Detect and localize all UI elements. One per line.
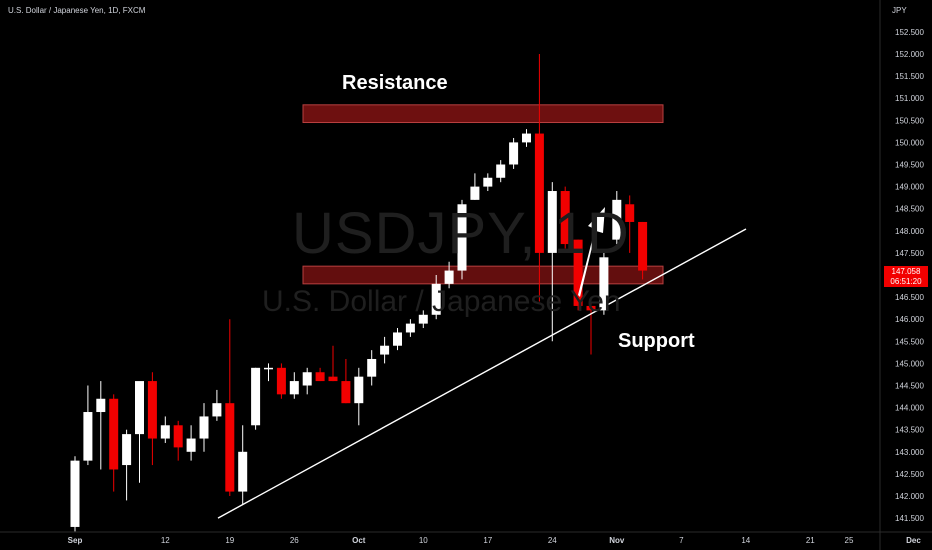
candle-body bbox=[509, 142, 519, 165]
candle-body bbox=[573, 239, 583, 306]
price-tick-label: 145.500 bbox=[895, 337, 924, 346]
time-tick-label: 12 bbox=[161, 536, 170, 545]
candle-body bbox=[405, 323, 415, 333]
candle-body bbox=[444, 270, 454, 284]
bar-countdown: 06:51:20 bbox=[890, 277, 922, 286]
candle-body bbox=[496, 164, 506, 178]
support-trendline bbox=[217, 228, 747, 519]
candle-body bbox=[483, 177, 493, 187]
candle-body bbox=[534, 133, 544, 253]
candle-body bbox=[109, 398, 119, 470]
candle-body bbox=[122, 434, 132, 466]
candle-body bbox=[599, 257, 609, 311]
candle-body bbox=[135, 381, 144, 435]
price-tick-label: 141.500 bbox=[895, 514, 924, 523]
time-tick-label: Dec bbox=[906, 536, 921, 545]
candle-body bbox=[186, 438, 196, 452]
time-tick-label: 19 bbox=[225, 536, 234, 545]
candle-body bbox=[470, 186, 480, 200]
time-tick-label: 26 bbox=[290, 536, 299, 545]
time-tick-label: 25 bbox=[845, 536, 854, 545]
time-tick-label: 10 bbox=[419, 536, 428, 545]
candle-body bbox=[302, 372, 312, 386]
currency-unit: JPY bbox=[892, 6, 907, 15]
price-tick-label: 151.000 bbox=[895, 94, 924, 103]
candle-body bbox=[354, 376, 364, 404]
time-tick-label: 14 bbox=[741, 536, 750, 545]
candle-body bbox=[238, 451, 248, 492]
candle-body bbox=[212, 403, 222, 417]
price-tick-label: 144.000 bbox=[895, 404, 924, 413]
candle-body bbox=[251, 367, 261, 426]
price-tick-label: 142.000 bbox=[895, 492, 924, 501]
time-tick-label: Oct bbox=[352, 536, 366, 545]
candle-body bbox=[522, 133, 531, 143]
price-tick-label: 152.500 bbox=[895, 28, 924, 37]
time-tick-label: 17 bbox=[483, 536, 492, 545]
price-tick-label: 152.000 bbox=[895, 50, 924, 59]
candle-body bbox=[199, 416, 209, 439]
price-tick-label: 144.500 bbox=[895, 382, 924, 391]
candle-body bbox=[264, 367, 273, 370]
candle-body bbox=[341, 381, 351, 404]
candle-body bbox=[276, 367, 286, 395]
price-tick-label: 142.500 bbox=[895, 470, 924, 479]
candle-body bbox=[638, 221, 648, 271]
candle-body bbox=[147, 381, 157, 439]
candle-body bbox=[625, 204, 635, 222]
price-tick-label: 150.000 bbox=[895, 138, 924, 147]
time-tick-label: 7 bbox=[679, 536, 684, 545]
candle-body bbox=[457, 204, 467, 271]
symbol-title: U.S. Dollar / Japanese Yen, 1D, FXCM bbox=[8, 6, 146, 15]
support-zone bbox=[302, 265, 664, 285]
watermark-name: U.S. Dollar / Japanese Yen bbox=[262, 285, 621, 318]
candle-body bbox=[612, 199, 622, 240]
time-tick-label: 21 bbox=[806, 536, 815, 545]
price-tick-label: 143.500 bbox=[895, 426, 924, 435]
time-tick-label: Nov bbox=[609, 536, 625, 545]
candle-body bbox=[96, 398, 106, 413]
watermark-ticker: USDJPY, 1D bbox=[292, 201, 630, 266]
last-price-tag[interactable]: 147.058 06:51:20 bbox=[884, 266, 928, 287]
price-tick-label: 150.500 bbox=[895, 116, 924, 125]
price-tick-label: 147.500 bbox=[895, 249, 924, 258]
price-tick-label: 143.000 bbox=[895, 448, 924, 457]
candle-body bbox=[367, 358, 377, 377]
price-tick-label: 149.000 bbox=[895, 183, 924, 192]
resistance-zone bbox=[302, 104, 664, 124]
time-tick-label: 24 bbox=[548, 536, 557, 545]
candle-body bbox=[289, 381, 299, 395]
candle-body bbox=[70, 460, 80, 527]
price-tick-label: 146.000 bbox=[895, 315, 924, 324]
price-tick-label: 148.500 bbox=[895, 205, 924, 214]
candle-body bbox=[225, 403, 235, 492]
candle-body bbox=[173, 425, 183, 448]
candle-body bbox=[315, 372, 325, 382]
time-tick-label: Sep bbox=[68, 536, 83, 545]
candle-body bbox=[560, 191, 570, 245]
candle-body bbox=[328, 376, 338, 382]
price-tick-label: 146.500 bbox=[895, 293, 924, 302]
candle-body bbox=[431, 283, 441, 315]
resistance-label: Resistance bbox=[342, 72, 448, 94]
candle-body bbox=[393, 332, 402, 346]
candle-body bbox=[160, 425, 170, 439]
price-tick-label: 149.500 bbox=[895, 161, 924, 170]
candle-body bbox=[380, 345, 390, 355]
last-price: 147.058 bbox=[891, 267, 921, 276]
candle-body bbox=[586, 305, 596, 311]
candle-body bbox=[547, 191, 557, 253]
candle-body bbox=[418, 314, 428, 324]
bullish-arrow bbox=[578, 207, 605, 297]
price-tick-label: 145.000 bbox=[895, 359, 924, 368]
candle-body bbox=[83, 412, 93, 461]
support-label: Support bbox=[618, 330, 695, 352]
price-tick-label: 151.500 bbox=[895, 72, 924, 81]
price-tick-label: 148.000 bbox=[895, 227, 924, 236]
